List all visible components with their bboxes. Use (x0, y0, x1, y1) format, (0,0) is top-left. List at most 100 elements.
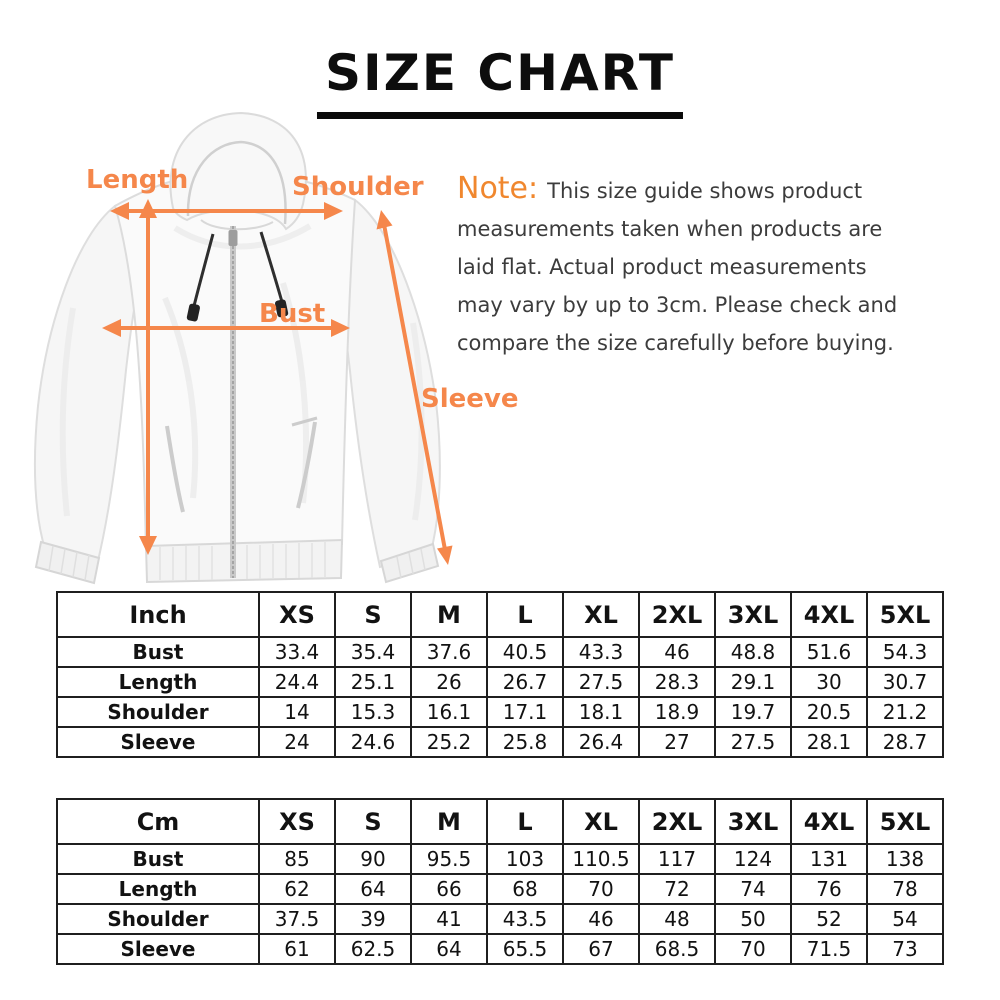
size-header-cell: 4XL (790, 591, 868, 638)
table-row: Shoulder 37.5 39 41 43.5 46 48 50 52 54 (56, 903, 944, 935)
sleeve-label: Sleeve (421, 384, 519, 414)
size-header-cell: M (410, 798, 488, 845)
jacket-left-pocket (165, 425, 185, 513)
hood-drawstrings (192, 231, 284, 307)
value-cell: 35.4 (334, 636, 412, 668)
note-line: compare the size carefully before buying… (457, 331, 894, 355)
value-cell: 103 (486, 843, 564, 875)
drawstring-toggle-left (186, 303, 200, 322)
table-row: Bust 33.4 35.4 37.6 40.5 43.3 46 48.8 51.6 54.3 (56, 636, 944, 668)
size-header-cell: 5XL (866, 591, 944, 638)
value-cell: 43.5 (486, 903, 564, 935)
value-cell: 28.7 (866, 726, 944, 758)
value-cell: 70 (714, 933, 792, 965)
value-cell: 61 (258, 933, 336, 965)
row-label-cell: Sleeve (56, 726, 260, 758)
value-cell: 48 (638, 903, 716, 935)
value-cell: 24 (258, 726, 336, 758)
value-cell: 78 (866, 873, 944, 905)
value-cell: 67 (562, 933, 640, 965)
table-row: Bust 85 90 95.5 103 110.5 117 124 131 138 (56, 843, 944, 875)
hood-inner-line (186, 140, 287, 225)
note-line: laid flat. Actual product measurements (457, 255, 867, 279)
value-cell: 117 (638, 843, 716, 875)
value-cell: 25.2 (410, 726, 488, 758)
length-label: Length (86, 165, 189, 195)
cuff-ribbing (48, 545, 426, 581)
value-cell: 51.6 (790, 636, 868, 668)
value-cell: 71.5 (790, 933, 868, 965)
unit-header-cell: Inch (56, 591, 260, 638)
row-label-cell: Length (56, 873, 260, 905)
value-cell: 24.6 (334, 726, 412, 758)
shoulder-label: Shoulder (292, 172, 424, 202)
value-cell: 17.1 (486, 696, 564, 728)
note-line: measurements taken when products are (457, 217, 883, 241)
value-cell: 21.2 (866, 696, 944, 728)
note-label: Note: (457, 171, 539, 206)
value-cell: 40.5 (486, 636, 564, 668)
hem-ribbing (159, 542, 326, 580)
value-cell: 66 (410, 873, 488, 905)
value-cell: 27 (638, 726, 716, 758)
value-cell: 29.1 (714, 666, 792, 698)
row-label-cell: Bust (56, 636, 260, 668)
value-cell: 18.1 (562, 696, 640, 728)
size-header-cell: 3XL (714, 591, 792, 638)
jacket-right-pocket (296, 421, 317, 509)
size-header-cell: M (410, 591, 488, 638)
value-cell: 64 (410, 933, 488, 965)
value-cell: 95.5 (410, 843, 488, 875)
drawstring-toggle-right (275, 299, 289, 318)
value-cell: 64 (334, 873, 412, 905)
value-cell: 41 (410, 903, 488, 935)
value-cell: 131 (790, 843, 868, 875)
hood-drawstring-left (192, 233, 215, 307)
size-header-cell: S (334, 591, 412, 638)
row-label-cell: Sleeve (56, 933, 260, 965)
value-cell: 65.5 (486, 933, 564, 965)
value-cell: 28.3 (638, 666, 716, 698)
value-cell: 24.4 (258, 666, 336, 698)
value-cell: 37.5 (258, 903, 336, 935)
size-header-cell: 4XL (790, 798, 868, 845)
size-header-cell: XS (258, 591, 336, 638)
value-cell: 26.4 (562, 726, 640, 758)
value-cell: 30.7 (866, 666, 944, 698)
table-row: Length 62 64 66 68 70 72 74 76 78 (56, 873, 944, 905)
value-cell: 62.5 (334, 933, 412, 965)
jacket-hem (144, 538, 344, 584)
table-row: Length 24.4 25.1 26 26.7 27.5 28.3 29.1 30 30.7 (56, 666, 944, 698)
value-cell: 90 (334, 843, 412, 875)
size-header-cell: 5XL (866, 798, 944, 845)
value-cell: 68.5 (638, 933, 716, 965)
jacket-zipper (228, 226, 238, 578)
size-header-cell: L (486, 798, 564, 845)
size-header-cell: S (334, 798, 412, 845)
value-cell: 39 (334, 903, 412, 935)
value-cell: 54 (866, 903, 944, 935)
value-cell: 16.1 (410, 696, 488, 728)
value-cell: 27.5 (714, 726, 792, 758)
value-cell: 46 (638, 636, 716, 668)
value-cell: 72 (638, 873, 716, 905)
size-header-cell: XS (258, 798, 336, 845)
table-row: Sleeve 24 24.6 25.2 25.8 26.4 27 27.5 28.1 28.7 (56, 726, 944, 758)
page-title: SIZE CHART (316, 44, 684, 119)
value-cell: 33.4 (258, 636, 336, 668)
value-cell: 46 (562, 903, 640, 935)
jacket-figure: Length Shoulder Bust Sleeve (0, 0, 520, 600)
value-cell: 14 (258, 696, 336, 728)
size-header-cell: 2XL (638, 591, 716, 638)
value-cell: 25.1 (334, 666, 412, 698)
value-cell: 20.5 (790, 696, 868, 728)
value-cell: 43.3 (562, 636, 640, 668)
value-cell: 85 (258, 843, 336, 875)
row-label-cell: Shoulder (56, 696, 260, 728)
row-label-cell: Shoulder (56, 903, 260, 935)
note-line: may vary by up to 3cm. Please check and (457, 293, 898, 317)
value-cell: 124 (714, 843, 792, 875)
value-cell: 62 (258, 873, 336, 905)
size-header-cell: XL (562, 798, 640, 845)
